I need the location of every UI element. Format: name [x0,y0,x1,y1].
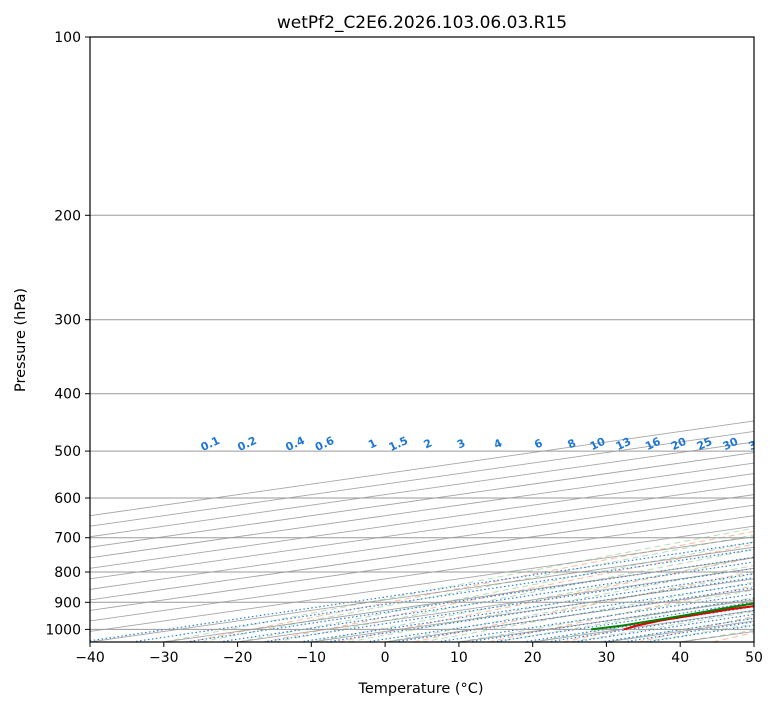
x-tick-label: −40 [75,650,105,666]
y-tick-label: 300 [54,313,81,329]
mixing-ratio-label: 30 [721,435,741,453]
mixing-ratio-label: 36 [747,435,767,453]
chart-title: wetPf2_C2E6.2026.103.06.03.R15 [277,13,567,33]
isotherm-line [90,494,754,590]
mixing-ratio-label: 16 [643,435,663,453]
mixing-ratio-label: 20 [669,435,689,453]
x-tick-label: 10 [450,650,468,666]
x-tick-label: −30 [149,650,179,666]
mixing-ratio-line [436,593,754,642]
x-tick-label: −20 [223,650,253,666]
x-tick-label: 20 [524,650,542,666]
x-tick-label: −10 [297,650,327,666]
isotherm-line [90,473,754,569]
mixing-ratio-label: 10 [588,435,608,453]
y-tick-label: 600 [54,491,81,507]
isotherm-line [90,483,754,580]
moist-adiabat-line [458,589,754,642]
x-tick-label: 30 [597,650,615,666]
y-tick-label: 700 [54,531,81,547]
y-tick-label: 400 [54,387,81,403]
isotherm-line [90,452,754,548]
x-tick-label: 50 [745,650,763,666]
axis-layer: −40 −30 −20 −10 0 10 20 30 40 50 1000 900 800 700 600 5… [45,30,763,666]
isotherm-line [90,504,754,601]
mixing-ratio-line [90,541,754,642]
x-axis-label: Temperature (°C) [357,681,483,697]
grid-layer [90,37,754,642]
isotherm-line [90,525,754,622]
moist-adiabat-line [274,548,754,642]
x-tick-label: 40 [671,650,689,666]
y-tick-label: 100 [54,30,81,46]
mixing-ratio-label: 13 [614,435,633,453]
moist-adiabat-line [237,541,754,642]
mixing-ratio-line [219,561,754,642]
y-tick-label: 500 [54,444,81,460]
isotherm-line [90,515,754,611]
moist-adiabat-line [163,527,754,642]
moist-adiabat-line [200,534,754,642]
mixing-ratio-line [492,601,754,642]
x-tick-label: 0 [381,650,390,666]
dry-adiabat-line [488,585,754,642]
plot-frame [89,36,755,643]
mixing-ratio-label: 25 [695,435,714,453]
label-layer: -100-90-80-70-60-50-40-30-20-10010203040… [199,434,767,454]
moist-adiabat-line [385,573,754,642]
y-tick-label: 800 [54,565,81,581]
y-tick-label: 200 [54,208,81,224]
isotherm-line [90,536,754,632]
y-tick-label: 1000 [45,622,81,638]
isotherm-line [90,462,754,559]
dry-adiabat-line [188,530,754,642]
y-tick-label: 900 [54,595,81,611]
dry-adiabat-line [263,543,754,642]
y-axis-label: Pressure (hPa) [13,288,29,392]
mixing-ratio-line [365,582,754,642]
